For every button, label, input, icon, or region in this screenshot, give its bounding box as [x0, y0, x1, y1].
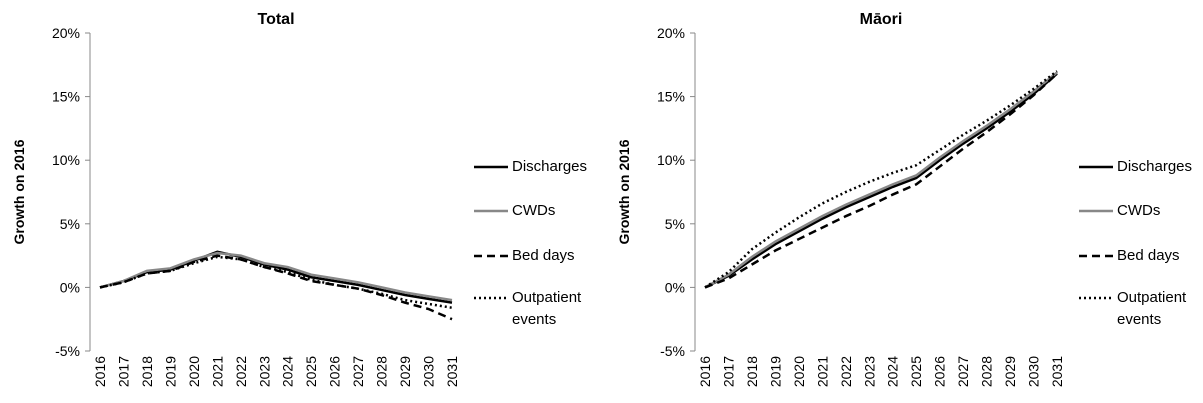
x-tick-label: 2026: [932, 356, 948, 387]
x-tick-label: 2031: [1049, 356, 1065, 387]
y-tick-label: 15%: [657, 89, 685, 105]
y-tick-label: 0%: [665, 279, 685, 295]
legend-label: Outpatient events: [512, 289, 582, 328]
x-tick-label: 2024: [885, 356, 901, 387]
x-tick-label: 2019: [767, 356, 783, 387]
x-tick-label: 2022: [838, 356, 854, 387]
x-tick-label: 2020: [791, 356, 807, 387]
legend-label: CWDs: [512, 202, 556, 219]
legend-label: Bed days: [512, 247, 575, 264]
series-line: [704, 72, 1058, 289]
x-tick-label: 2021: [209, 356, 225, 387]
series-line: [704, 71, 1058, 289]
y-tick-label: 15%: [52, 89, 80, 105]
legend-label: Discharges: [1117, 158, 1193, 175]
x-tick-label: 2024: [280, 356, 296, 387]
x-tick-label: 2026: [327, 356, 343, 387]
x-tick-label: 2018: [139, 356, 155, 387]
legend-label: CWDs: [1117, 202, 1161, 219]
x-tick-label: 2017: [115, 356, 131, 387]
x-tick-label: 2030: [1026, 356, 1042, 387]
y-tick-label: 0%: [60, 279, 80, 295]
x-tick-label: 2022: [233, 356, 249, 387]
y-tick-label: 20%: [657, 25, 685, 41]
y-tick-label: 10%: [657, 152, 685, 168]
y-tick-label: 5%: [665, 216, 685, 232]
y-axis-label: Growth on 2016: [11, 139, 27, 244]
x-tick-label: 2027: [350, 356, 366, 387]
legend-label: Discharges: [512, 158, 588, 175]
x-tick-label: 2030: [421, 356, 437, 387]
x-tick-label: 2017: [720, 356, 736, 387]
y-tick-label: 20%: [52, 25, 80, 41]
x-tick-label: 2016: [92, 356, 108, 387]
x-tick-label: 2020: [186, 356, 202, 387]
chart-title: Total: [257, 11, 294, 28]
x-tick-label: 2028: [979, 356, 995, 387]
legend-label: Bed days: [1117, 247, 1180, 264]
legend-label: Outpatient events: [1117, 289, 1187, 328]
x-tick-label: 2023: [256, 356, 272, 387]
x-tick-label: 2021: [814, 356, 830, 387]
x-tick-label: 2029: [397, 356, 413, 387]
x-tick-label: 2018: [744, 356, 760, 387]
series-line: [704, 70, 1058, 289]
x-tick-label: 2025: [908, 356, 924, 387]
x-tick-label: 2027: [955, 356, 971, 387]
x-tick-label: 2016: [697, 356, 713, 387]
y-tick-label: -5%: [55, 343, 80, 359]
x-tick-label: 2031: [444, 356, 460, 387]
chart-title: Māori: [860, 11, 903, 28]
y-axis-label: Growth on 2016: [616, 139, 632, 244]
x-tick-label: 2025: [303, 356, 319, 387]
y-tick-label: 10%: [52, 152, 80, 168]
y-tick-label: 5%: [60, 216, 80, 232]
series-line: [99, 254, 453, 321]
x-tick-label: 2029: [1002, 356, 1018, 387]
series-line: [99, 251, 453, 302]
series-line: [99, 250, 453, 304]
series-line: [99, 255, 453, 309]
x-tick-label: 2023: [861, 356, 877, 387]
series-line: [704, 72, 1058, 289]
y-tick-label: -5%: [660, 343, 685, 359]
x-tick-label: 2028: [374, 356, 390, 387]
x-tick-label: 2019: [162, 356, 178, 387]
